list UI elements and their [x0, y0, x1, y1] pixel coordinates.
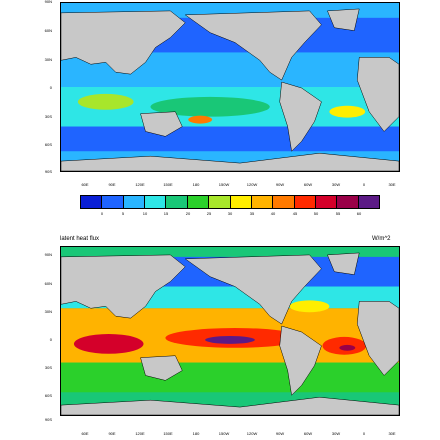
- bottom-atlantic-core: [339, 344, 356, 351]
- colorbar-label: 50: [313, 211, 319, 216]
- top-indian-warm: [77, 93, 134, 110]
- bottom-lat-label: 60N: [44, 281, 52, 286]
- top-land-africa: [356, 57, 399, 132]
- colorbar-box: [145, 196, 167, 208]
- colorbar-label: 55: [335, 211, 341, 216]
- colorbar-box: [230, 196, 252, 208]
- top-lon-label: 60E: [81, 182, 89, 187]
- bottom-lon-label: 60W: [303, 431, 313, 436]
- top-pacific-warm: [150, 96, 270, 117]
- colorbar-box: [102, 196, 124, 208]
- colorbar-box: [187, 196, 210, 208]
- colorbar-box: [123, 196, 146, 208]
- top-land-greenland: [327, 8, 360, 31]
- colorbar-box: [337, 196, 359, 208]
- top-land-north-america: [184, 10, 322, 81]
- colorbar-box: [251, 196, 274, 208]
- bottom-lon-label: 0: [362, 431, 366, 436]
- top-south-pacific-hotspot: [188, 115, 213, 124]
- colorbar-box: [294, 196, 316, 208]
- bottom-lon-label: 30E: [388, 431, 396, 436]
- bottom-lon-label: 90E: [108, 431, 116, 436]
- bottom-map-panel: [60, 246, 400, 416]
- bottom-land-africa: [356, 301, 399, 376]
- top-lon-label: 30W: [331, 182, 341, 187]
- colorbar-label: 60: [356, 211, 362, 216]
- bottom-indian-hotspot: [73, 333, 144, 354]
- bottom-land-masses: [61, 252, 399, 415]
- bottom-land-australia: [140, 355, 183, 381]
- top-lat-label: 90S: [44, 169, 52, 174]
- bottom-lon-label: 120W: [246, 431, 258, 436]
- bottom-land-greenland: [327, 252, 360, 275]
- colorbar-label: 10: [142, 211, 148, 216]
- bottom-lon-label: 60E: [81, 431, 89, 436]
- colorbar-label: 0: [100, 211, 104, 216]
- bottom-map-canvas: [61, 247, 399, 415]
- top-lon-label: 150E: [163, 182, 173, 187]
- top-lon-label: 30E: [388, 182, 396, 187]
- colorbar-box: [166, 196, 188, 208]
- colorbar-label: 25: [206, 211, 212, 216]
- top-lat-label: 30S: [44, 114, 52, 119]
- colorbar-label: 5: [121, 211, 125, 216]
- bottom-lat-label: 60S: [44, 393, 52, 398]
- top-land-south-america: [279, 81, 322, 152]
- top-map-canvas: [61, 3, 399, 171]
- bottom-land-antarctica: [61, 396, 399, 415]
- top-south-ocean: [61, 126, 399, 152]
- colorbar-label: 15: [163, 211, 169, 216]
- top-land-antarctica: [61, 152, 399, 171]
- top-lat-label: 90N: [44, 0, 52, 4]
- top-lat-label: 60S: [44, 142, 52, 147]
- colorbar-label: 20: [185, 211, 191, 216]
- top-land-eurasia: [61, 10, 186, 75]
- top-lat-label: 30N: [44, 57, 52, 62]
- bottom-lat-label: 30N: [44, 309, 52, 314]
- colorbar-label: 40: [270, 211, 276, 216]
- top-land-masses: [61, 8, 399, 171]
- colorbar-label: 30: [227, 211, 233, 216]
- bottom-lon-label: 90W: [275, 431, 285, 436]
- colorbar-box: [81, 196, 103, 208]
- bottom-land-north-america: [184, 254, 322, 325]
- bottom-warm-patch: [289, 300, 330, 313]
- bottom-lon-label: 180: [192, 431, 200, 436]
- bottom-land-south-america: [279, 325, 322, 396]
- bottom-left-title: latent heat flux: [60, 236, 100, 242]
- top-land-australia: [140, 111, 183, 137]
- top-lon-label: 90W: [275, 182, 285, 187]
- colorbar-label: 35: [249, 211, 255, 216]
- bottom-lon-label: 150W: [218, 431, 230, 436]
- bottom-lat-label: 90N: [44, 252, 52, 257]
- top-atlantic-warm: [329, 105, 366, 118]
- top-lon-label: 120W: [246, 182, 258, 187]
- top-lon-label: 180: [192, 182, 200, 187]
- top-lon-label: 120E: [135, 182, 145, 187]
- top-lon-label: 60W: [303, 182, 313, 187]
- colorbar-label: 45: [292, 211, 298, 216]
- colorbar-box: [209, 196, 231, 208]
- bottom-lat-label: 90S: [44, 417, 52, 422]
- bottom-lon-label: 120E: [135, 431, 145, 436]
- bottom-lon-label: 150E: [163, 431, 173, 436]
- colorbar-box: [273, 196, 295, 208]
- colorbar-box: [358, 196, 380, 208]
- top-map-panel: [60, 2, 400, 172]
- bottom-right-title: W/m^2: [372, 236, 391, 242]
- top-lat-label: 0: [49, 85, 52, 90]
- colorbar: [80, 195, 380, 209]
- colorbar-box: [315, 196, 338, 208]
- bottom-lat-label: 30S: [44, 365, 52, 370]
- top-lon-label: 150W: [218, 182, 230, 187]
- bottom-lat-label: 0: [49, 337, 52, 342]
- top-lon-label: 0: [362, 182, 366, 187]
- bottom-land-eurasia: [61, 254, 186, 319]
- bottom-pacific-core: [205, 335, 255, 344]
- bottom-south-ocean: [61, 362, 399, 393]
- top-lon-label: 90E: [108, 182, 116, 187]
- bottom-lon-label: 30W: [331, 431, 341, 436]
- top-lat-label: 60N: [44, 28, 52, 33]
